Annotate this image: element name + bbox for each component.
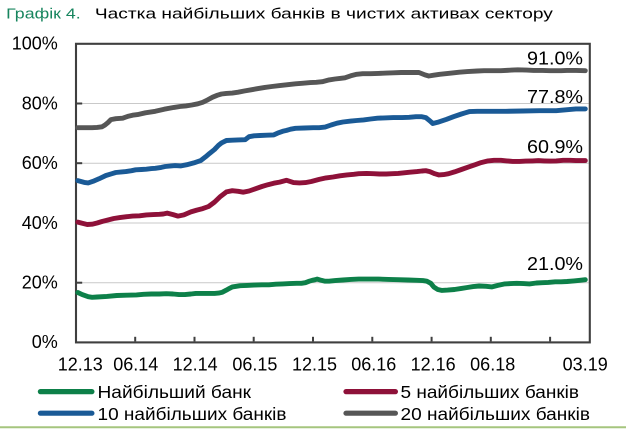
- svg-text:60.9%: 60.9%: [527, 137, 583, 157]
- svg-text:Графік 4.: Графік 4.: [6, 7, 81, 23]
- svg-text:Частка найбільших банків в чис: Частка найбільших банків в чистих актива…: [95, 7, 554, 23]
- svg-text:12.15: 12.15: [292, 355, 337, 375]
- svg-text:60%: 60%: [22, 153, 58, 173]
- svg-text:06.16: 06.16: [351, 355, 396, 375]
- svg-text:21.0%: 21.0%: [527, 254, 583, 274]
- svg-text:06.18: 06.18: [470, 355, 515, 375]
- svg-text:Найбільший банк: Найбільший банк: [98, 382, 252, 402]
- svg-text:91.0%: 91.0%: [527, 49, 583, 69]
- svg-text:12.13: 12.13: [58, 355, 103, 375]
- svg-text:12.14: 12.14: [173, 355, 218, 375]
- svg-text:77.8%: 77.8%: [527, 87, 583, 107]
- svg-text:10 найбільших банків: 10 найбільших банків: [98, 404, 287, 424]
- svg-text:06.14: 06.14: [113, 355, 158, 375]
- svg-text:12.16: 12.16: [411, 355, 456, 375]
- svg-text:03.19: 03.19: [563, 355, 608, 375]
- svg-text:100%: 100%: [12, 33, 58, 53]
- svg-text:5 найбільших банків: 5 найбільших банків: [401, 382, 580, 402]
- svg-text:06.15: 06.15: [232, 355, 277, 375]
- svg-text:40%: 40%: [22, 213, 58, 233]
- svg-text:0%: 0%: [32, 332, 58, 352]
- svg-text:20%: 20%: [22, 273, 58, 293]
- svg-text:80%: 80%: [22, 93, 58, 113]
- svg-text:20 найбільших банків: 20 найбільших банків: [401, 404, 591, 424]
